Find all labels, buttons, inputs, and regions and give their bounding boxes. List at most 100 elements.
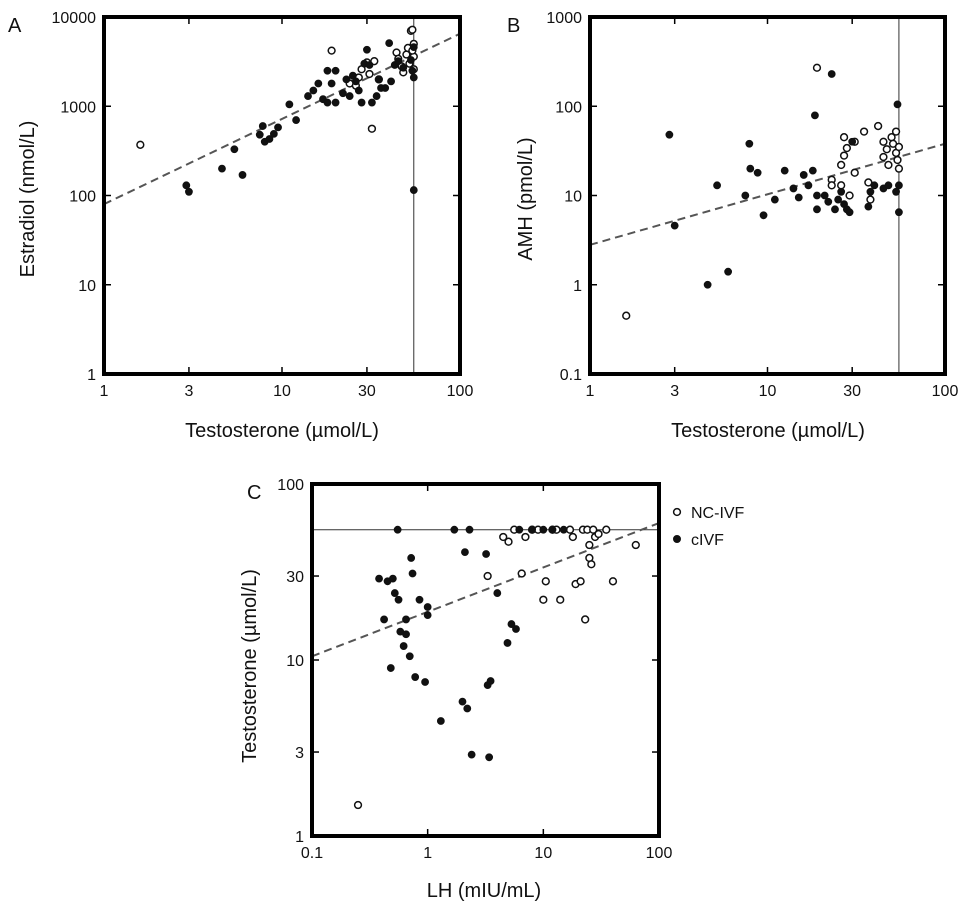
panel-b-x-tick-label: 10 — [759, 383, 777, 400]
panel-b-point-civf — [741, 191, 750, 200]
panel-b-point-civf — [794, 193, 803, 202]
panel-b-point-civf — [864, 202, 873, 211]
panel-c-point-civf — [407, 554, 416, 562]
panel-b-point-civf — [895, 181, 903, 190]
panel-b-y-tick-label: 1000 — [546, 10, 582, 27]
panel-a-point-nc-ivf — [367, 124, 377, 133]
panel-b-point-nc-ivf — [894, 142, 904, 152]
panel-b-frame — [588, 15, 947, 376]
panel-a-point-civf — [182, 181, 191, 190]
panel-a-point-civf — [374, 75, 383, 84]
panel-c-point-civf — [463, 704, 472, 713]
panel-a-y-tick-label: 1000 — [60, 99, 96, 116]
panel-b-point-nc-ivf — [894, 164, 904, 173]
panel-c-point-nc-ivf — [581, 615, 590, 624]
panel-b-letter: B — [507, 15, 520, 37]
panel-c-point-civf — [388, 574, 397, 583]
panel-c-point-nc-ivf — [576, 577, 585, 586]
panel-c-point-civf — [528, 525, 537, 534]
panel-b-x-tick-label: 1 — [586, 383, 595, 400]
panel-c-point-nc-ivf — [585, 540, 594, 550]
panel-a-point-civf — [351, 77, 360, 86]
panel-c-point-civf — [394, 595, 403, 604]
panel-c-y-tick-label: 30 — [286, 569, 304, 586]
panel-a-point-civf — [363, 45, 371, 54]
panel-a-point-civf — [407, 56, 415, 64]
panel-a-point-civf — [218, 164, 226, 173]
panel-b-point-civf — [703, 280, 712, 289]
panel-a-point-civf — [238, 171, 247, 179]
panel-b-x-axis-label: Testosterone (µmol/L) — [671, 420, 865, 442]
panel-a-point-civf — [357, 98, 366, 107]
panel-b-point-civf — [780, 166, 789, 175]
panel-b-point-nc-ivf — [839, 133, 849, 142]
panel-a-point-civf — [345, 92, 354, 100]
panel-a-fit-line — [103, 32, 461, 206]
panel-b-point-civf — [892, 187, 900, 196]
panel-b-point-nc-ivf — [837, 181, 846, 190]
panel-c-point-civf — [421, 678, 429, 686]
panel-a-point-civf — [409, 73, 418, 82]
panel-b-point-nc-ivf — [827, 181, 836, 190]
panel-c-point-nc-ivf — [594, 529, 603, 539]
panel-b-point-nc-ivf — [866, 195, 875, 204]
panel-a-point-civf — [274, 123, 282, 132]
panel-b-x-tick-label: 100 — [932, 383, 959, 400]
panel-a-point-civf — [309, 86, 318, 95]
panel-a-point-civf — [258, 122, 267, 130]
panel-b-point-nc-ivf — [842, 143, 852, 153]
panel-c-frame — [310, 482, 661, 838]
panel-c-point-civf — [515, 525, 524, 534]
panel-a-point-nc-ivf — [136, 140, 145, 149]
panel-a-point-civf — [365, 61, 374, 69]
panel-c-point-civf — [399, 642, 408, 650]
panel-c-x-tick-label: 0.1 — [301, 845, 323, 862]
panel-c-point-civf — [539, 525, 548, 534]
panel-c-point-civf — [467, 750, 476, 759]
panel-a-point-nc-ivf — [327, 46, 336, 55]
panel-b: B Testosterone (µmol/L) AMH (pmol/L) 1 3 1… — [507, 10, 958, 442]
panel-a-point-civf — [385, 39, 394, 47]
panel-b-y-axis-label: AMH (pmol/L) — [515, 137, 537, 260]
panel-b-point-civf — [824, 197, 833, 206]
panel-a-x-axis-label: Testosterone (µmol/L) — [185, 420, 379, 442]
panel-b-point-civf — [834, 195, 843, 204]
panel-c-point-nc-ivf — [517, 569, 526, 578]
panel-c-point-nc-ivf — [587, 560, 596, 569]
panel-c-point-nc-ivf — [556, 595, 565, 604]
panel-b-point-civf — [724, 267, 733, 276]
panel-b-point-nc-ivf — [837, 160, 846, 170]
panel-b-y-tick-label: 100 — [555, 99, 582, 116]
panel-a-point-civf — [269, 130, 278, 138]
panel-b-fit-line — [589, 142, 946, 246]
panel-c-point-civf — [461, 548, 469, 557]
panel-a-point-civf — [409, 186, 418, 194]
panel-a-point-civf — [354, 86, 363, 95]
panel-c-point-civf — [465, 525, 474, 534]
panel-a-point-nc-ivf — [365, 69, 374, 79]
panel-b-point-civf — [831, 205, 839, 214]
panel-c-point-civf — [485, 753, 494, 762]
panel-b-point-nc-ivf — [893, 155, 902, 165]
panel-b-point-civf — [804, 181, 813, 190]
panel-a-point-civf — [304, 92, 312, 100]
panel-c-point-civf — [423, 611, 432, 619]
panel-c-point-civf — [415, 595, 424, 604]
panel-c-point-civf — [390, 589, 399, 597]
panel-c-point-nc-ivf — [568, 532, 578, 542]
panel-c-point-civf — [386, 664, 395, 672]
panel-a-point-civf — [327, 79, 336, 88]
panel-b-point-nc-ivf — [845, 191, 854, 200]
panel-b-point-civf — [813, 205, 821, 214]
panel-b-point-nc-ivf — [859, 127, 869, 136]
panel-c-point-civf — [405, 652, 414, 661]
panel-b-point-civf — [866, 187, 875, 196]
panel-b-point-civf — [799, 171, 808, 179]
panel-a-point-civf — [331, 66, 340, 75]
panel-c-point-civf — [380, 615, 388, 624]
panel-b-point-nc-ivf — [891, 127, 901, 136]
panel-c-point-nc-ivf — [589, 525, 598, 534]
